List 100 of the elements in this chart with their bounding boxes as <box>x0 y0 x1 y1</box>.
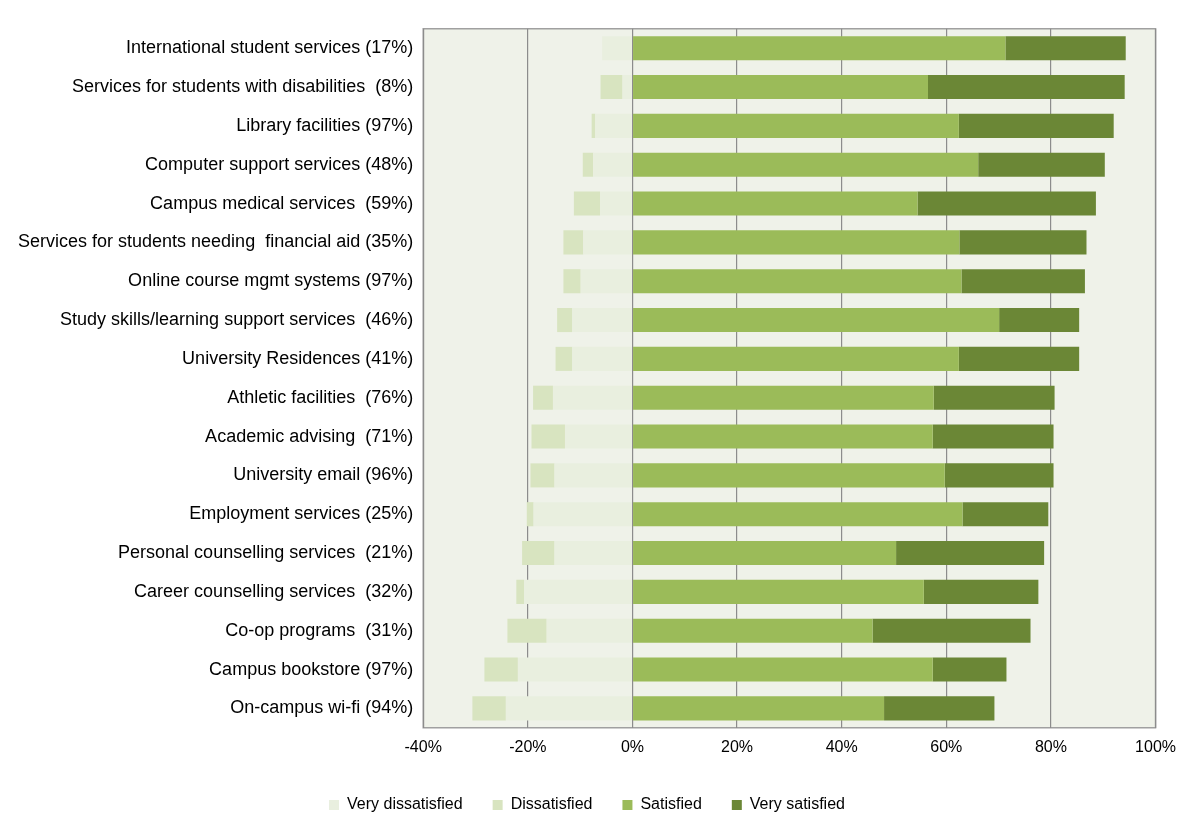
bar <box>633 113 959 138</box>
bar <box>933 385 1055 410</box>
bar <box>884 696 995 721</box>
bar <box>633 308 1000 333</box>
x-tick-label: 0% <box>620 737 645 755</box>
bar <box>557 308 573 333</box>
bar <box>563 230 584 255</box>
bar <box>633 696 885 721</box>
bar <box>962 502 1049 527</box>
bar <box>958 346 1080 371</box>
y-tick-label: Personal counselling services (21%) <box>118 542 414 563</box>
y-tick-label: Study skills/learning support services (46%) <box>60 309 414 330</box>
y-tick-label: Computer support services (48%) <box>145 153 414 174</box>
bar <box>564 424 632 449</box>
x-tick-label: 80% <box>1034 737 1067 755</box>
bar <box>872 618 1031 643</box>
bar <box>524 579 632 604</box>
bar <box>573 191 601 216</box>
bar <box>505 696 632 721</box>
bar <box>554 463 632 488</box>
bar <box>633 424 933 449</box>
bar <box>944 463 1054 488</box>
bar <box>923 579 1039 604</box>
bar <box>633 346 959 371</box>
bar <box>633 75 928 100</box>
bar <box>633 269 962 294</box>
y-tick-label: International student services (17%) <box>126 37 414 58</box>
bar <box>932 424 1054 449</box>
bar <box>896 541 1045 566</box>
legend-label: Satisfied <box>640 795 702 813</box>
y-tick-label: Co-op programs (31%) <box>225 619 414 640</box>
bar <box>633 618 873 643</box>
bar <box>928 75 1125 100</box>
bar <box>572 308 632 333</box>
bar <box>600 191 632 216</box>
x-tick-label: 20% <box>721 737 754 755</box>
bar <box>552 385 632 410</box>
x-tick-label: -40% <box>404 737 442 755</box>
bar <box>600 75 623 100</box>
legend-label: Very satisfied <box>749 795 845 813</box>
bar <box>917 191 1096 216</box>
y-tick-label: Career counselling services (32%) <box>134 580 414 601</box>
bar <box>554 541 632 566</box>
bar <box>572 346 632 371</box>
bar <box>472 696 506 721</box>
x-tick-label: 60% <box>930 737 963 755</box>
legend-label: Dissatisfied <box>510 795 593 813</box>
x-tick-label: 40% <box>825 737 858 755</box>
bar <box>582 152 594 177</box>
x-tick-label: -20% <box>509 737 547 755</box>
bar <box>484 657 518 682</box>
bar <box>533 385 553 410</box>
bar <box>522 541 555 566</box>
bar <box>633 152 979 177</box>
bar <box>978 152 1105 177</box>
bar <box>633 502 963 527</box>
y-tick-label: Online course mgmt systems (97%) <box>128 270 414 291</box>
y-tick-label: Athletic facilities (76%) <box>227 386 414 407</box>
y-tick-label: Campus medical services (59%) <box>150 192 414 213</box>
bar <box>999 308 1080 333</box>
bar <box>563 269 581 294</box>
bar <box>530 463 555 488</box>
bar <box>516 579 525 604</box>
y-tick-label: Library facilities (97%) <box>236 114 414 135</box>
bar <box>958 113 1114 138</box>
bar <box>507 618 547 643</box>
y-tick-label: Campus bookstore (97%) <box>209 658 414 679</box>
bar <box>555 346 573 371</box>
bar <box>533 502 632 527</box>
bar <box>583 230 632 255</box>
bar <box>517 657 632 682</box>
bar <box>546 618 632 643</box>
bar <box>959 230 1087 255</box>
bar <box>932 657 1007 682</box>
bar <box>961 269 1085 294</box>
y-tick-label: Employment services (25%) <box>189 503 414 524</box>
bar <box>531 424 565 449</box>
y-tick-label: University Residences (41%) <box>182 347 414 368</box>
bar <box>593 152 632 177</box>
y-tick-label: On-campus wi-fi (94%) <box>230 697 414 718</box>
legend-label: Very dissatisfied <box>347 795 463 813</box>
y-tick-label: Services for students with disabilities (8%) <box>72 76 414 97</box>
y-tick-label: Services for students needing financial aid (35%) <box>18 231 414 252</box>
bar <box>633 463 945 488</box>
bar <box>633 36 1006 61</box>
bar <box>580 269 632 294</box>
x-tick-label: 100% <box>1135 737 1176 755</box>
y-tick-label: Academic advising (71%) <box>205 425 414 446</box>
bar <box>622 75 632 100</box>
bar <box>526 502 534 527</box>
bar <box>633 230 960 255</box>
bar <box>633 385 934 410</box>
y-tick-label: University email (96%) <box>233 464 414 485</box>
bar <box>633 657 933 682</box>
bar <box>602 36 632 61</box>
bar <box>633 579 924 604</box>
bar <box>633 191 918 216</box>
bar <box>1005 36 1126 61</box>
bar <box>595 113 632 138</box>
bar <box>633 541 897 566</box>
